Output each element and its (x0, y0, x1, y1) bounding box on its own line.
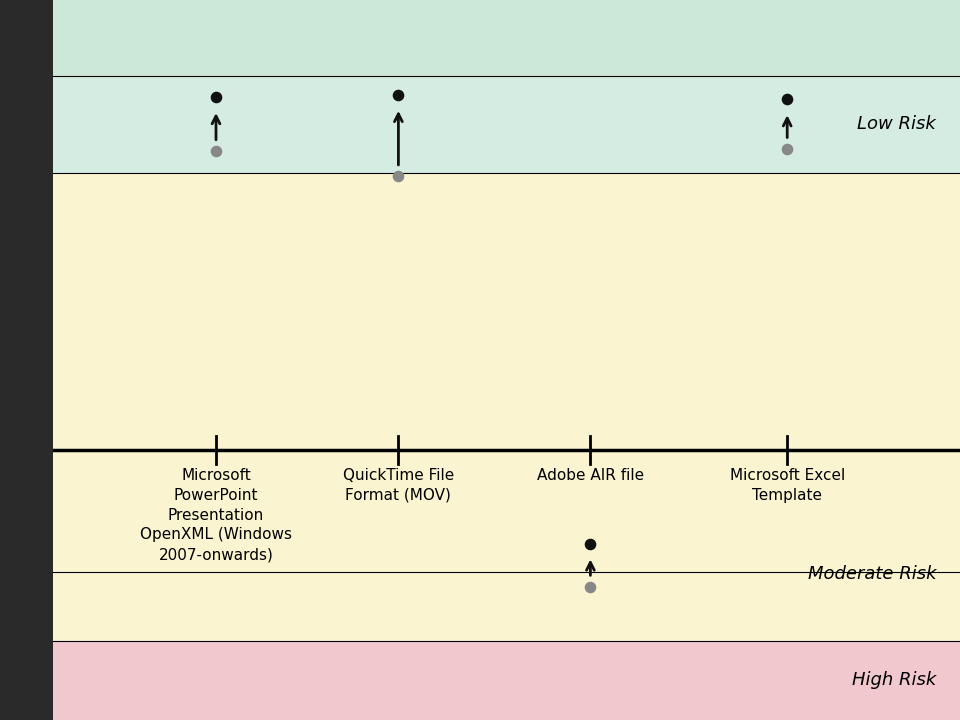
Bar (53, 641, 960, 720)
Point (780, 143, 795, 155)
Bar (53, 0, 960, 76)
Text: Adobe AIR file: Adobe AIR file (537, 468, 644, 483)
Point (391, 171, 406, 182)
Point (583, 581, 598, 593)
Bar (53, 173, 960, 450)
Point (208, 145, 224, 157)
Bar (0, 0, 53, 720)
Point (780, 94, 795, 105)
Text: QuickTime File
Format (MOV): QuickTime File Format (MOV) (343, 468, 454, 503)
Text: Low Risk: Low Risk (857, 115, 936, 133)
Text: Moderate Risk: Moderate Risk (807, 565, 936, 583)
Point (583, 538, 598, 549)
Text: Microsoft Excel
Template: Microsoft Excel Template (730, 468, 845, 503)
Point (208, 91, 224, 103)
Bar (53, 76, 960, 173)
Point (391, 89, 406, 101)
Bar (53, 572, 960, 641)
Text: Microsoft
PowerPoint
Presentation
OpenXML (Windows
2007-onwards): Microsoft PowerPoint Presentation OpenXM… (140, 468, 292, 562)
Text: High Risk: High Risk (852, 671, 936, 690)
Bar (53, 450, 960, 572)
